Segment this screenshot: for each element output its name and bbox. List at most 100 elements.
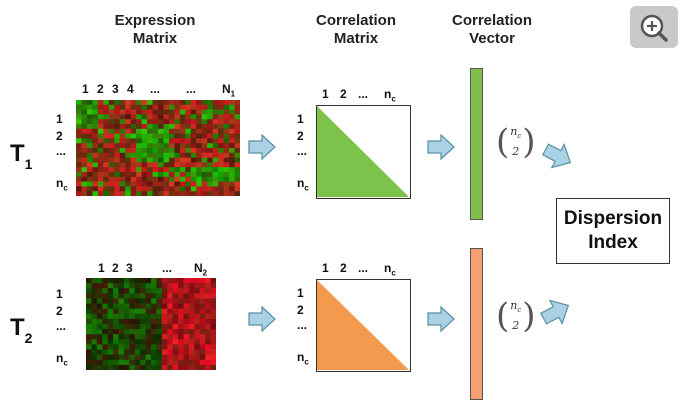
heatmap-cell xyxy=(134,278,141,284)
heatmap-cell xyxy=(196,104,203,110)
heatmap-cell xyxy=(140,293,146,299)
heatmap-cell xyxy=(136,133,142,139)
heatmap-cell xyxy=(156,293,163,299)
heatmap-cell xyxy=(205,293,211,299)
heatmap-cell xyxy=(134,308,141,315)
heatmap-cell xyxy=(229,172,235,178)
heatmap-cell xyxy=(196,114,203,120)
heatmap-cell xyxy=(210,359,216,366)
heatmap-cell xyxy=(107,283,114,289)
heatmap-cell xyxy=(96,283,103,289)
heatmap-cell xyxy=(81,100,88,106)
heatmap-cell xyxy=(207,181,214,187)
heatmap-cell xyxy=(152,148,159,154)
heatmap-cell xyxy=(183,349,190,356)
heatmap-cell xyxy=(92,181,99,187)
heatmap-cell xyxy=(119,172,126,178)
heatmap-cell xyxy=(163,133,170,139)
heatmap-cell xyxy=(194,288,201,294)
heatmap-cell xyxy=(161,288,168,294)
heatmap-cell xyxy=(118,278,125,284)
heatmap-cell xyxy=(223,162,230,168)
heatmap-cell xyxy=(107,318,114,325)
heatmap-cell xyxy=(218,186,224,192)
heatmap-cell xyxy=(125,138,132,144)
heatmap-cell xyxy=(151,354,157,361)
heatmap-cell xyxy=(178,298,184,304)
heatmap-cell xyxy=(183,329,190,335)
heatmap-cell xyxy=(201,186,208,192)
heatmap-cell xyxy=(163,143,170,149)
heatmap-cell xyxy=(172,339,179,345)
heatmap-cell xyxy=(141,176,148,182)
zoom-in-icon[interactable] xyxy=(630,6,678,48)
heatmap-cell xyxy=(179,191,186,196)
heatmap-cell xyxy=(168,186,175,192)
heatmap-cell xyxy=(194,344,201,350)
heatmap-cell xyxy=(199,349,206,356)
heatmap-cell xyxy=(172,308,179,315)
heatmap-cell xyxy=(91,283,98,289)
heatmap-cell xyxy=(108,162,115,168)
heatmap-cell xyxy=(136,138,142,144)
heatmap-cell xyxy=(234,181,240,187)
heatmap-cell xyxy=(201,100,208,106)
heatmap-cell xyxy=(188,298,195,304)
row-tick-last: nc xyxy=(56,351,68,367)
heatmap-cell xyxy=(81,181,88,187)
heatmap-cell xyxy=(147,176,153,182)
heatmap-cell xyxy=(207,128,214,134)
heatmap-cell xyxy=(212,138,219,144)
heatmap-cell xyxy=(172,313,179,320)
heatmap-cell xyxy=(161,334,168,340)
heatmap-cell xyxy=(92,119,99,125)
heatmap-cell xyxy=(108,128,115,134)
heatmap-cell xyxy=(92,100,99,106)
heatmap-cell xyxy=(152,124,159,130)
heatmap-cell xyxy=(223,181,230,187)
heatmap-cell xyxy=(183,339,190,345)
heatmap-cell xyxy=(147,143,153,149)
heatmap-cell xyxy=(86,334,92,340)
heatmap-cell xyxy=(212,114,219,120)
heatmap-cell xyxy=(229,152,235,158)
heatmap-cell xyxy=(205,329,211,335)
heatmap-cell xyxy=(113,318,119,325)
heatmap-cell xyxy=(151,288,157,294)
correlation-matrix-t1 xyxy=(316,105,411,199)
heatmap-cell xyxy=(118,283,125,289)
heatmap-cell xyxy=(223,124,230,130)
heatmap-cell xyxy=(147,109,153,115)
zoom-button[interactable] xyxy=(630,6,678,48)
heatmap-cell xyxy=(163,128,170,134)
heatmap-cell xyxy=(145,364,152,370)
heatmap-cell xyxy=(190,124,197,130)
heatmap-cell xyxy=(118,308,125,315)
heatmap-cell xyxy=(125,191,132,196)
heatmap-cell xyxy=(118,313,125,320)
heatmap-cell xyxy=(223,133,230,139)
heatmap-cell xyxy=(123,344,130,350)
heatmap-cell xyxy=(119,124,126,130)
heatmap-cell xyxy=(172,349,179,356)
heatmap-cell xyxy=(234,186,240,192)
heatmap-cell xyxy=(234,143,240,149)
heatmap-cell xyxy=(114,176,121,182)
heatmap-cell xyxy=(81,172,88,178)
row-tick-last-sub: c xyxy=(304,357,309,367)
heatmap-cell xyxy=(103,157,110,163)
heatmap-cell xyxy=(141,172,148,178)
heatmap-cell xyxy=(152,167,159,173)
heatmap-cell xyxy=(212,133,219,139)
heatmap-cell xyxy=(114,172,121,178)
heatmap-cell xyxy=(141,148,148,154)
heatmap-cell xyxy=(172,334,179,340)
heatmap-cell xyxy=(178,334,184,340)
heatmap-cell xyxy=(97,162,104,168)
heatmap-cell xyxy=(151,349,157,356)
left-paren: ( xyxy=(496,296,510,337)
heatmap-cell xyxy=(194,293,201,299)
heatmap-cell xyxy=(179,138,186,144)
heatmap-cell xyxy=(86,298,92,304)
heatmap-cell xyxy=(140,339,146,345)
